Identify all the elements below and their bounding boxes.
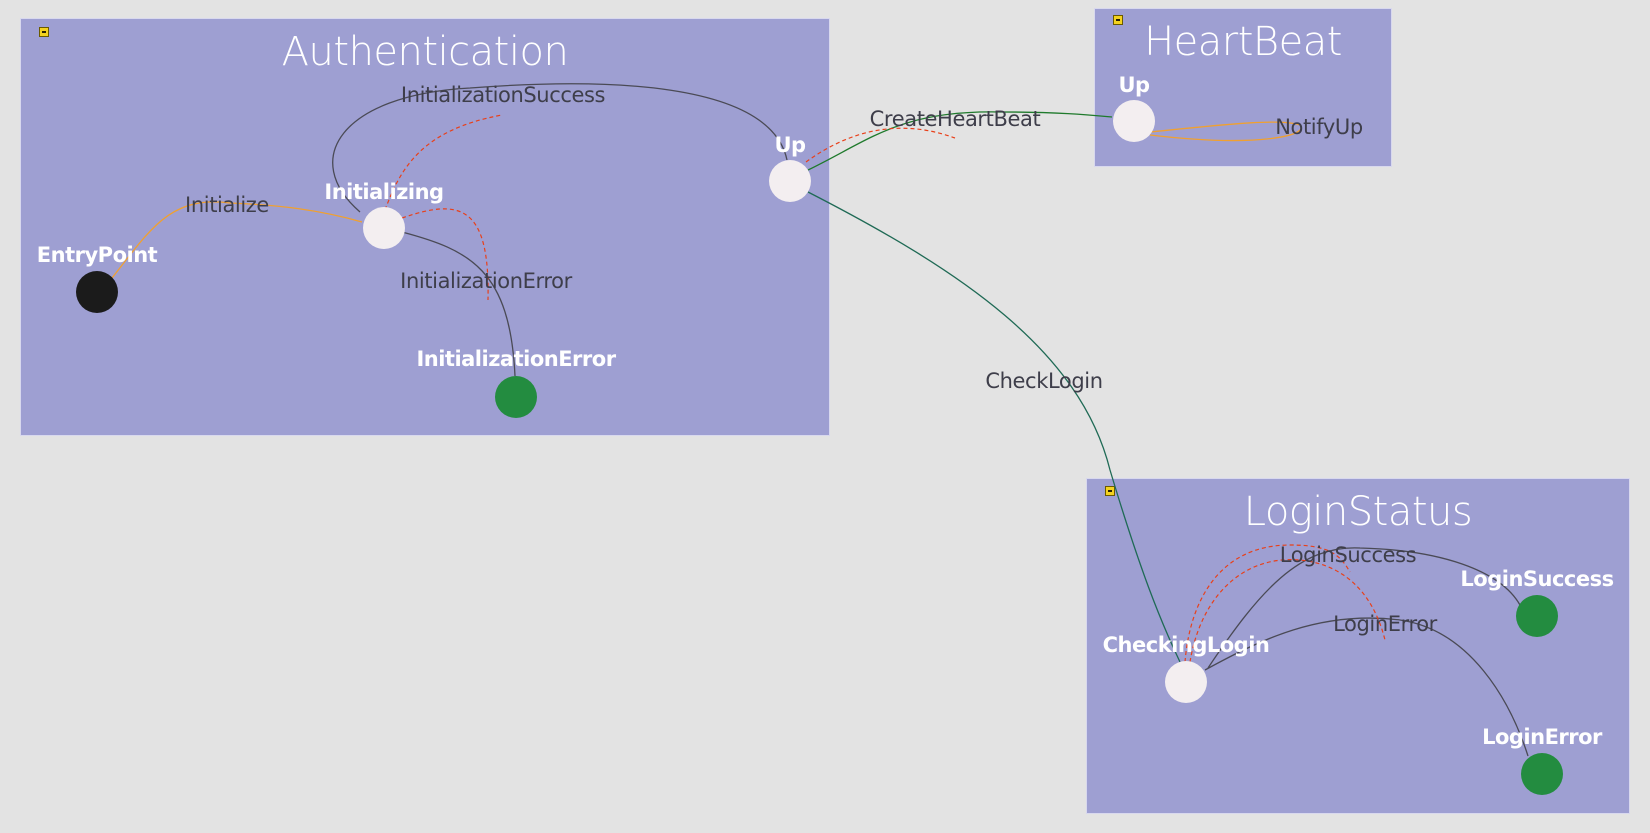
state-entry-point[interactable]: [76, 271, 118, 313]
collapse-icon[interactable]: [1113, 15, 1123, 25]
edge-label-initialization-error: InitializationError: [400, 269, 572, 293]
edge-label-notify-up: NotifyUp: [1275, 115, 1363, 139]
collapse-icon[interactable]: [39, 27, 49, 37]
edge-label-initialization-success: InitializationSuccess: [400, 83, 606, 107]
state-label-initialization-error: InitializationError: [416, 347, 616, 371]
state-label-heartbeat-up: Up: [1118, 73, 1150, 97]
state-label-login-success: LoginSuccess: [1460, 567, 1614, 591]
edge-label-login-success: LoginSuccess: [1279, 543, 1417, 567]
state-label-entry-point: EntryPoint: [36, 243, 158, 267]
state-label-initializing: Initializing: [324, 180, 444, 204]
state-auth-up[interactable]: [769, 160, 811, 202]
state-label-login-error: LoginError: [1482, 725, 1602, 749]
state-login-success[interactable]: [1516, 595, 1558, 637]
group-title: HeartBeat: [1144, 19, 1342, 65]
edge-label-check-login: CheckLogin: [985, 369, 1103, 393]
group-authentication: Authentication: [20, 18, 830, 436]
state-label-checking-login: CheckingLogin: [1102, 633, 1270, 657]
edge-label-login-error: LoginError: [1333, 612, 1437, 636]
state-label-auth-up: Up: [774, 133, 806, 157]
state-initialization-error[interactable]: [495, 376, 537, 418]
state-heartbeat-up[interactable]: [1113, 100, 1155, 142]
state-initializing[interactable]: [363, 207, 405, 249]
state-login-error[interactable]: [1521, 753, 1563, 795]
group-title: LoginStatus: [1243, 489, 1473, 535]
edge-label-create-heartbeat: CreateHeartBeat: [869, 107, 1041, 131]
state-checking-login[interactable]: [1165, 661, 1207, 703]
edge-label-initialize: Initialize: [185, 193, 269, 217]
group-title: Authentication: [281, 29, 569, 75]
